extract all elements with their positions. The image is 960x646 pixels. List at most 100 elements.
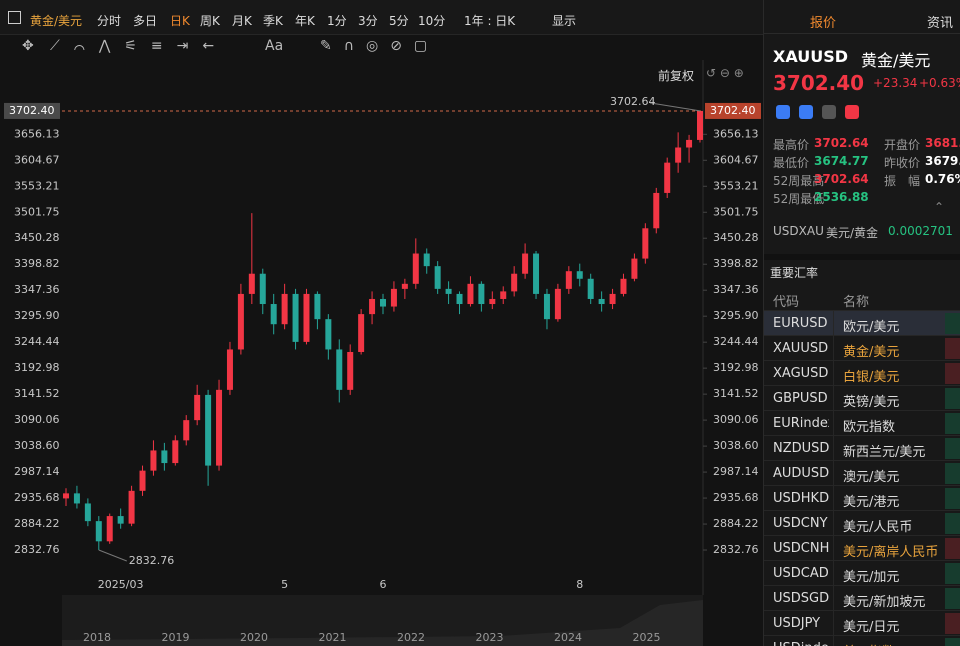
range-select[interactable]: 1年 : 日K [464, 14, 516, 28]
row-sep [833, 461, 834, 486]
rate-code: USDCAD [773, 566, 829, 581]
row-sep [833, 386, 834, 411]
period-tab[interactable]: 分时 [97, 14, 122, 28]
y-tick-label-right: 3141.52 [713, 387, 759, 400]
candle-body [511, 273, 518, 292]
candle-body [434, 266, 441, 289]
navigator-year: 2018 [83, 631, 111, 644]
candle-body [401, 283, 408, 289]
rate-row[interactable]: NZDUSD 新西兰元/美元 [764, 435, 960, 461]
y-tick-label: 3038.60 [14, 439, 60, 452]
rate-row[interactable]: EURUSD 欧元/美元 [764, 310, 960, 336]
rate-code: XAGUSD [773, 366, 829, 381]
draw-tools[interactable]: ⟋⌒⋀⚟≡⇥← [50, 38, 229, 54]
rate-code: AUDUSD [773, 466, 829, 481]
period-tab[interactable]: 多日 [133, 14, 158, 28]
y-tick-label-right: 3450.28 [713, 231, 759, 244]
candle-body [598, 298, 605, 305]
inverse-code: USDXAU [773, 224, 824, 238]
y-tick-label-right: 3553.21 [713, 179, 759, 192]
collapse-icon[interactable]: ⌃ [934, 200, 945, 214]
rate-row[interactable]: GBPUSD 英镑/美元 [764, 385, 960, 411]
rate-row[interactable]: USDindex 美元指数 [764, 635, 960, 646]
stat-value: 3702.64 [814, 136, 869, 150]
y-tick-label: 2832.76 [14, 543, 60, 556]
inverse-value: 0.0002701 [888, 224, 953, 238]
col-header: 代码 [773, 295, 800, 310]
candle-body [467, 283, 474, 305]
rate-row[interactable]: USDSGD 美元/新加坡元 [764, 585, 960, 611]
period-tab[interactable]: 5分 [389, 14, 409, 28]
y-tick-label: 3244.44 [14, 335, 60, 348]
candle-body [631, 258, 638, 279]
candle-body [697, 110, 703, 140]
candle-body [237, 293, 244, 350]
period-tab[interactable]: 周K [200, 14, 220, 28]
move-tool[interactable]: ✥ [22, 38, 34, 54]
candle-body [314, 293, 321, 320]
candle-body [522, 253, 529, 274]
period-tab[interactable]: 季K [263, 14, 283, 28]
y-tick-label: 3656.13 [14, 127, 60, 140]
rate-row[interactable]: USDCNH 美元/离岸人民币 [764, 535, 960, 561]
rate-row[interactable]: USDJPY 美元/日元 [764, 610, 960, 636]
y-tick-label-right: 3244.44 [713, 335, 759, 348]
row-sep [833, 411, 834, 436]
tab[interactable]: 资讯 [927, 16, 954, 31]
candle-body [456, 293, 463, 305]
stat-value: 2536.88 [814, 190, 869, 204]
rate-row[interactable]: EURindex 欧元指数 [764, 410, 960, 436]
rate-row[interactable]: USDHKD 美元/港元 [764, 485, 960, 511]
change-strip [945, 588, 960, 609]
rate-code: USDHKD [773, 491, 829, 506]
period-tab[interactable]: 日K [170, 14, 190, 28]
drawing-toolbar: ✥ ⟋⌒⋀⚟≡⇥← Aa ✎∩◎⊘▢ 前复权 ↺ ⊖ ⊕ [0, 35, 763, 83]
quote-icon[interactable] [799, 105, 813, 119]
rate-row[interactable]: XAUUSD 黄金/美元 [764, 335, 960, 361]
quote-icon[interactable] [776, 105, 790, 119]
y-tick-label: 3141.52 [14, 387, 60, 400]
quote-icon[interactable] [822, 105, 836, 119]
y-tick-label-right: 3192.98 [713, 361, 759, 374]
stat-label: 昨收价 [884, 156, 921, 170]
period-tab[interactable]: 10分 [418, 14, 446, 28]
y-tick-label-right: 3295.90 [713, 309, 759, 322]
period-tab[interactable]: 1分 [327, 14, 347, 28]
quote-change: +23.34 [873, 76, 918, 90]
rate-code: USDindex [773, 641, 829, 646]
panel-icon[interactable] [8, 11, 21, 24]
quote-icon[interactable] [845, 105, 859, 119]
adjust[interactable]: 前复权 [658, 69, 695, 83]
inverse-name: 美元/黄金 [826, 226, 879, 240]
change-strip [945, 538, 960, 559]
zoom-controls[interactable]: ↺ ⊖ ⊕ [706, 66, 744, 80]
candle-body [139, 470, 146, 491]
row-sep [833, 561, 834, 586]
candle-body [325, 319, 332, 350]
y-tick-label-right: 2935.68 [713, 491, 759, 504]
display-menu[interactable]: 显示 [552, 14, 577, 28]
period-tab[interactable]: 月K [232, 14, 252, 28]
tab[interactable]: 报价 [810, 16, 837, 31]
sidebar: 报价资讯XAUUSD黄金/美元3702.40+23.34+0.63%最高价370… [763, 0, 960, 646]
rate-row[interactable]: XAGUSD 白银/美元 [764, 360, 960, 386]
rate-row[interactable]: USDCAD 美元/加元 [764, 560, 960, 586]
more-tools[interactable]: ✎∩◎⊘▢ [320, 38, 440, 54]
rate-row[interactable]: AUDUSD 澳元/美元 [764, 460, 960, 486]
rate-name: 澳元/美元 [843, 470, 900, 485]
period-tab[interactable]: 年K [295, 14, 315, 28]
candle-body [500, 291, 507, 299]
stat-value: 3681.0 [925, 136, 960, 150]
divider [764, 254, 960, 260]
rate-name: 美元/加元 [843, 570, 900, 585]
candle-body [653, 192, 660, 229]
candle-body [259, 273, 266, 305]
period-tab[interactable]: 3分 [358, 14, 378, 28]
y-tick-label-right: 3090.06 [713, 413, 759, 426]
rate-row[interactable]: USDCNY 美元/人民币 [764, 510, 960, 536]
stat-label: 52周最高 [773, 174, 825, 188]
candle-body [248, 273, 255, 294]
candle-body [150, 450, 157, 471]
symbol[interactable]: 黄金/美元 [30, 14, 83, 28]
text-tool[interactable]: Aa [265, 38, 284, 54]
